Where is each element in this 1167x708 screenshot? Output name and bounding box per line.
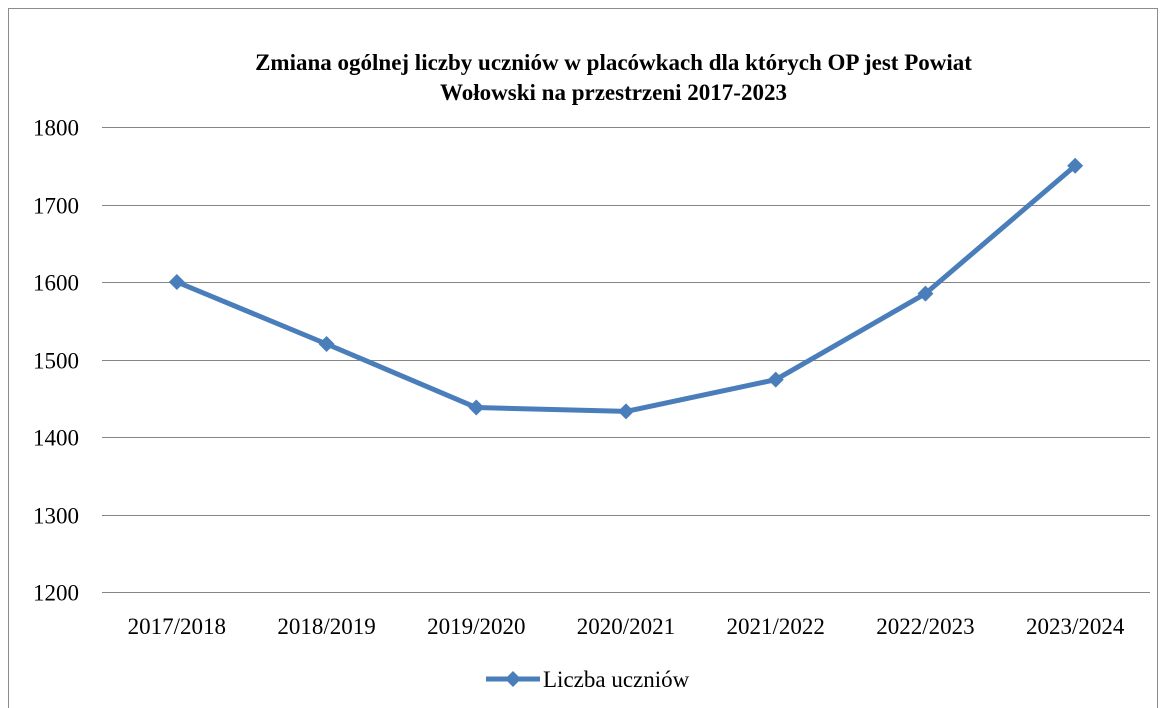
y-tick-label-1700: 1700 [33, 194, 79, 219]
data-point-2018-2019 [318, 336, 335, 352]
x-tick-label-2018-2019: 2018/2019 [277, 614, 375, 639]
data-point-2023-2024 [1067, 157, 1084, 174]
data-point-2020-2021 [618, 403, 634, 420]
series-line-0 [174, 163, 1078, 414]
x-tick-label-2020-2021: 2020/2021 [577, 614, 675, 639]
chart-title-line-1: Zmiana ogólnej liczby uczniów w placówka… [255, 50, 972, 75]
y-tick-label-1500: 1500 [33, 349, 79, 374]
series-lines [174, 163, 1078, 414]
y-tick-label-1400: 1400 [33, 426, 79, 451]
data-point-2019-2020 [468, 399, 485, 416]
legend-label: Liczba uczniów [543, 667, 690, 692]
data-point-2017-2018 [168, 274, 185, 290]
data-point-markers [168, 157, 1084, 420]
x-tick-label-2019-2020: 2019/2020 [427, 614, 525, 639]
y-tick-label-1800: 1800 [33, 116, 79, 141]
x-tick-label-2023-2024: 2023/2024 [1026, 614, 1125, 639]
legend: Liczba uczniów [486, 667, 690, 692]
chart-title-line-2: Wołowski na przestrzeni 2017-2023 [440, 80, 787, 105]
y-tick-label-1200: 1200 [33, 581, 79, 606]
x-axis-tick-labels: 2017/2018 2018/2019 2019/2020 2020/2021 2021… [128, 614, 1125, 639]
chart-title: Zmiana ogólnej liczby uczniów w placówka… [0, 48, 1167, 108]
chart-frame [8, 8, 1158, 708]
y-tick-label-1600: 1600 [33, 271, 79, 296]
data-point-2022-2023 [917, 285, 934, 302]
x-tick-label-2021-2022: 2021/2022 [727, 614, 825, 639]
x-tick-label-2022-2023: 2022/2023 [876, 614, 974, 639]
y-axis-tick-labels: 1200 1300 1400 1500 1600 1700 1800 [33, 116, 79, 606]
legend-marker-diamond [505, 671, 521, 687]
data-point-2021-2022 [767, 371, 784, 388]
gridlines [102, 127, 1150, 593]
y-tick-label-1300: 1300 [33, 504, 79, 529]
x-tick-label-2017-2018: 2017/2018 [128, 614, 226, 639]
